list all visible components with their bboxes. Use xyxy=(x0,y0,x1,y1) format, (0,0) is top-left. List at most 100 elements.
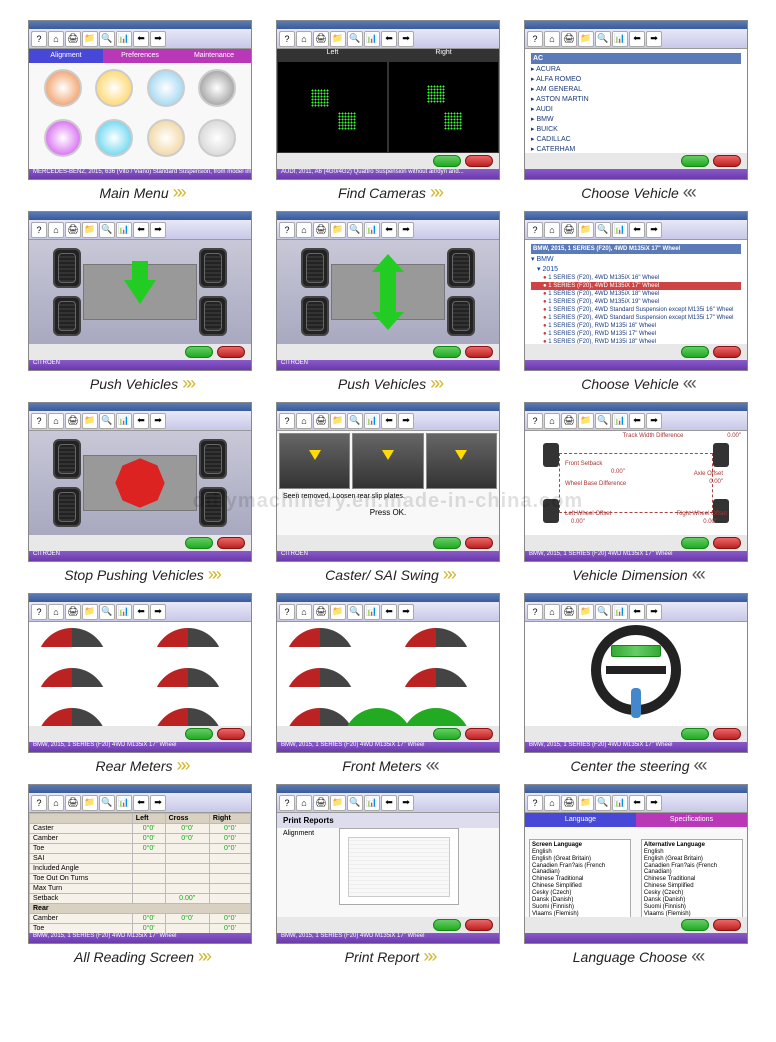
toolbar-button[interactable]: 📊 xyxy=(116,413,132,429)
ok-button[interactable] xyxy=(185,537,213,549)
toolbar-button[interactable]: ? xyxy=(279,795,295,811)
toolbar-button[interactable]: 🖨 xyxy=(561,222,577,238)
toolbar-button[interactable]: ⌂ xyxy=(544,222,560,238)
toolbar-button[interactable]: ⌂ xyxy=(544,795,560,811)
toolbar-button[interactable]: ⌂ xyxy=(48,222,64,238)
toolbar-button[interactable]: ⬅ xyxy=(629,795,645,811)
toolbar-button[interactable]: ➡ xyxy=(646,604,662,620)
ok-button[interactable] xyxy=(433,346,461,358)
toolbar-button[interactable]: ➡ xyxy=(398,795,414,811)
ok-button[interactable] xyxy=(681,919,709,931)
toolbar-button[interactable]: ⬅ xyxy=(381,604,397,620)
toolbar-button[interactable]: 🔍 xyxy=(347,795,363,811)
toolbar-button[interactable]: ? xyxy=(527,795,543,811)
cancel-button[interactable] xyxy=(713,728,741,740)
toolbar-button[interactable]: ⬅ xyxy=(133,31,149,47)
vehicle-make-item[interactable]: ▸ ALFA ROMEO xyxy=(531,74,741,84)
toolbar-button[interactable]: 🖨 xyxy=(65,795,81,811)
language-item[interactable]: Suomi (Finnish) xyxy=(644,903,740,910)
ok-button[interactable] xyxy=(681,155,709,167)
toolbar-button[interactable]: ➡ xyxy=(398,222,414,238)
toolbar-button[interactable]: ➡ xyxy=(150,795,166,811)
toolbar-button[interactable]: 📁 xyxy=(578,604,594,620)
toolbar-button[interactable]: ⬅ xyxy=(381,222,397,238)
toolbar-button[interactable]: 📁 xyxy=(330,604,346,620)
toolbar-button[interactable]: 📁 xyxy=(330,31,346,47)
toolbar-button[interactable]: ➡ xyxy=(646,795,662,811)
main-tab[interactable]: Maintenance xyxy=(177,49,251,63)
toolbar-button[interactable]: ? xyxy=(31,604,47,620)
menu-icon[interactable] xyxy=(44,69,82,107)
toolbar-button[interactable]: ⌂ xyxy=(296,31,312,47)
toolbar-button[interactable]: ? xyxy=(31,31,47,47)
toolbar-button[interactable]: 📁 xyxy=(330,222,346,238)
toolbar-button[interactable]: ? xyxy=(279,604,295,620)
vehicle-model-item[interactable]: ● 1 SERIES (F20), RWD M135i 16" Wheel xyxy=(531,322,741,330)
toolbar-button[interactable]: ⬅ xyxy=(629,604,645,620)
ok-button[interactable] xyxy=(681,728,709,740)
cancel-button[interactable] xyxy=(217,346,245,358)
vehicle-make-item[interactable]: ▸ ASTON MARTIN xyxy=(531,94,741,104)
toolbar-button[interactable]: 📊 xyxy=(364,222,380,238)
toolbar-button[interactable]: ➡ xyxy=(646,222,662,238)
toolbar-button[interactable]: 🖨 xyxy=(65,31,81,47)
toolbar-button[interactable]: ? xyxy=(279,413,295,429)
spec-tab[interactable]: Specifications xyxy=(636,813,747,827)
lang-tab[interactable]: Language xyxy=(525,813,636,827)
toolbar-button[interactable]: 📊 xyxy=(116,604,132,620)
toolbar-button[interactable]: ? xyxy=(279,222,295,238)
ok-button[interactable] xyxy=(681,346,709,358)
toolbar-button[interactable]: ⌂ xyxy=(296,604,312,620)
cancel-button[interactable] xyxy=(217,728,245,740)
cancel-button[interactable] xyxy=(465,728,493,740)
language-item[interactable]: English (Great Britain) xyxy=(532,855,628,862)
vehicle-make-item[interactable]: ▸ CATERHAM xyxy=(531,144,741,153)
toolbar-button[interactable]: 📊 xyxy=(612,413,628,429)
menu-icon[interactable] xyxy=(198,69,236,107)
language-item[interactable]: Dansk (Danish) xyxy=(644,896,740,903)
vehicle-make-list[interactable]: AC ▸ ACURA▸ ALFA ROMEO▸ AM GENERAL▸ ASTO… xyxy=(525,49,747,153)
alt-language-list[interactable]: Alternative LanguageEnglishEnglish (Grea… xyxy=(641,839,743,917)
vehicle-make-item[interactable]: ▸ BMW xyxy=(531,114,741,124)
ok-button[interactable] xyxy=(433,155,461,167)
toolbar-button[interactable]: ? xyxy=(31,413,47,429)
menu-icon[interactable] xyxy=(95,69,133,107)
toolbar-button[interactable]: 📁 xyxy=(82,604,98,620)
toolbar-button[interactable]: 📁 xyxy=(578,795,594,811)
toolbar-button[interactable]: ⬅ xyxy=(133,795,149,811)
toolbar-button[interactable]: ? xyxy=(527,604,543,620)
toolbar-button[interactable]: 🔍 xyxy=(347,222,363,238)
toolbar-button[interactable]: ⬅ xyxy=(381,413,397,429)
main-tab[interactable]: Alignment xyxy=(29,49,103,63)
toolbar-button[interactable]: ➡ xyxy=(646,31,662,47)
toolbar-button[interactable]: ➡ xyxy=(150,604,166,620)
vehicle-model-item[interactable]: ● 1 SERIES (F20), 4WD M135iX 16" Wheel xyxy=(531,274,741,282)
toolbar-button[interactable]: 🔍 xyxy=(99,604,115,620)
toolbar-button[interactable]: ➡ xyxy=(150,413,166,429)
toolbar-button[interactable]: 📁 xyxy=(578,222,594,238)
language-item[interactable]: Chinese Traditional xyxy=(644,875,740,882)
vehicle-model-list[interactable]: BMW, 2015, 1 SERIES (F20), 4WD M135iX 17… xyxy=(525,240,747,344)
language-item[interactable]: English xyxy=(644,848,740,855)
toolbar-button[interactable]: 📁 xyxy=(82,795,98,811)
vehicle-model-item[interactable]: ● 1 SERIES (F20), 4WD M135iX 19" Wheel xyxy=(531,298,741,306)
toolbar-button[interactable]: 🔍 xyxy=(99,795,115,811)
vehicle-model-item[interactable]: ● 1 SERIES (F20), 4WD M135iX 18" Wheel xyxy=(531,290,741,298)
language-item[interactable]: Dansk (Danish) xyxy=(532,896,628,903)
menu-icon[interactable] xyxy=(147,69,185,107)
toolbar-button[interactable]: ? xyxy=(31,222,47,238)
toolbar-button[interactable]: 📁 xyxy=(82,413,98,429)
toolbar-button[interactable]: 🖨 xyxy=(561,604,577,620)
toolbar-button[interactable]: ⬅ xyxy=(381,31,397,47)
toolbar-button[interactable]: ⬅ xyxy=(629,222,645,238)
language-item[interactable]: Vlaams (Flemish) xyxy=(644,910,740,917)
vehicle-model-item[interactable]: ● 1 SERIES (F20), RWD M135i 17" Wheel xyxy=(531,330,741,338)
toolbar-button[interactable]: ⌂ xyxy=(296,222,312,238)
toolbar-button[interactable]: 📊 xyxy=(612,222,628,238)
vehicle-make-item[interactable]: ▸ AM GENERAL xyxy=(531,84,741,94)
toolbar-button[interactable]: 📊 xyxy=(364,795,380,811)
toolbar-button[interactable]: 🖨 xyxy=(313,795,329,811)
toolbar-button[interactable]: ➡ xyxy=(398,604,414,620)
toolbar-button[interactable]: 🔍 xyxy=(99,31,115,47)
toolbar-button[interactable]: ⬅ xyxy=(133,413,149,429)
